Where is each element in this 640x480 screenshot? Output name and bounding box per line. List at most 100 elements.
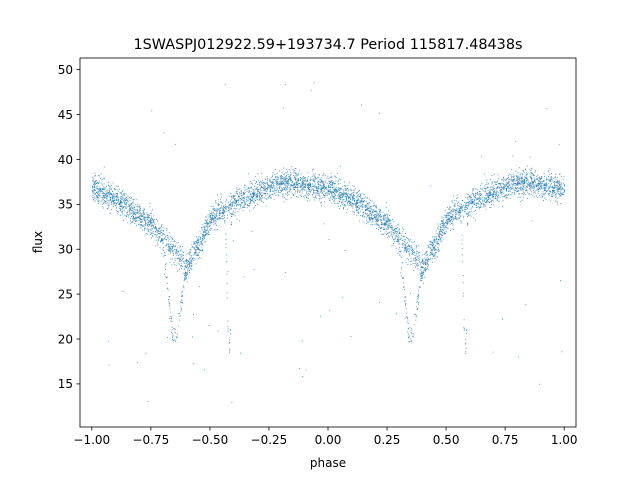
data-point <box>242 206 244 208</box>
data-point <box>557 188 559 190</box>
data-point <box>222 212 224 214</box>
data-point <box>95 185 97 187</box>
data-point <box>188 262 190 264</box>
data-point <box>165 245 167 247</box>
data-point <box>267 189 269 191</box>
data-point <box>555 179 557 180</box>
data-point <box>438 238 440 240</box>
data-point <box>508 175 510 177</box>
data-point <box>339 194 341 196</box>
data-point <box>359 206 361 208</box>
data-point <box>298 172 300 174</box>
data-point <box>161 238 163 240</box>
data-point <box>151 224 153 226</box>
data-point <box>251 182 253 184</box>
data-point <box>539 184 541 186</box>
data-point <box>406 252 408 253</box>
data-point <box>432 240 434 242</box>
data-point <box>156 229 158 231</box>
data-point <box>465 351 467 353</box>
data-point <box>186 264 188 266</box>
data-point <box>352 207 354 209</box>
data-point <box>507 184 509 186</box>
data-point <box>524 176 526 178</box>
data-point <box>541 185 542 187</box>
data-point <box>109 212 111 214</box>
data-point <box>377 219 379 221</box>
data-point <box>413 248 415 250</box>
data-point <box>235 192 237 194</box>
data-point <box>313 192 315 194</box>
data-point <box>439 236 440 238</box>
data-point <box>291 193 293 195</box>
data-point <box>364 216 366 218</box>
data-point <box>332 186 333 188</box>
data-point <box>488 182 490 184</box>
data-point <box>334 183 335 185</box>
data-point <box>344 181 345 183</box>
data-point <box>269 191 271 193</box>
data-point <box>403 235 405 237</box>
data-point <box>173 248 175 250</box>
data-point <box>464 211 466 213</box>
data-point <box>472 206 474 208</box>
data-point <box>180 302 182 304</box>
data-point <box>489 194 491 196</box>
data-point <box>254 202 255 204</box>
data-point <box>517 176 519 178</box>
data-point <box>116 207 118 209</box>
data-point <box>98 175 99 177</box>
data-point <box>533 180 535 182</box>
data-point <box>336 176 338 178</box>
data-point <box>234 198 236 200</box>
data-point <box>549 195 551 197</box>
data-point <box>92 176 94 178</box>
data-point <box>563 190 565 192</box>
data-point <box>240 197 241 199</box>
data-point <box>300 183 302 185</box>
data-point <box>423 263 425 265</box>
data-point <box>187 267 189 269</box>
data-point <box>487 195 489 197</box>
data-point <box>487 201 489 203</box>
data-point <box>161 234 163 236</box>
data-point <box>417 298 419 300</box>
data-point <box>168 238 170 240</box>
data-point <box>530 183 532 185</box>
data-point <box>104 197 105 199</box>
data-point <box>300 178 302 179</box>
data-point <box>557 189 559 191</box>
data-point <box>216 194 218 196</box>
data-point <box>159 227 161 229</box>
data-point <box>324 188 326 190</box>
data-point <box>540 193 542 195</box>
data-point <box>506 178 508 179</box>
data-point <box>257 190 259 192</box>
data-point <box>298 183 300 184</box>
data-point <box>154 219 156 221</box>
data-point <box>521 193 523 194</box>
data-point <box>555 200 557 202</box>
data-point <box>446 227 448 229</box>
data-point <box>225 254 227 256</box>
data-point <box>518 181 520 183</box>
data-point <box>179 253 181 255</box>
data-point <box>371 209 373 211</box>
data-point <box>467 197 468 199</box>
data-point <box>104 191 106 193</box>
data-point <box>177 250 179 252</box>
data-point <box>548 183 550 185</box>
data-point <box>515 188 517 189</box>
data-point <box>307 187 309 189</box>
data-point <box>436 241 438 243</box>
data-point <box>234 215 236 217</box>
data-point <box>488 198 490 200</box>
data-point <box>510 187 512 189</box>
data-point <box>103 166 105 168</box>
data-point <box>239 206 241 208</box>
data-point <box>556 197 558 199</box>
data-point <box>171 318 173 320</box>
data-point <box>92 184 94 185</box>
data-point <box>347 193 349 195</box>
data-point <box>265 190 267 192</box>
